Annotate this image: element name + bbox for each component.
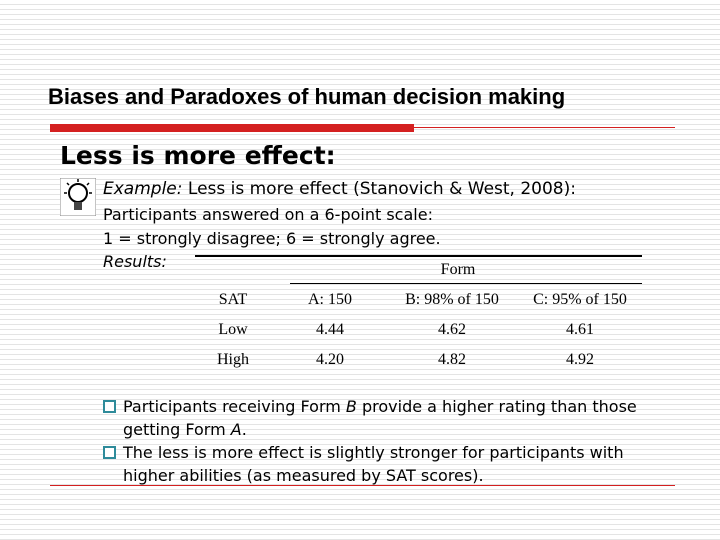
bullet: Participants receiving Form B provide a … [103, 395, 663, 441]
column-header: A: 150 [308, 291, 352, 308]
table-rule [195, 255, 642, 257]
table-cell: 4.44 [316, 321, 344, 338]
row-header: High [217, 351, 249, 368]
heading: Less is more effect: [60, 141, 336, 170]
table-cell: 4.62 [438, 321, 466, 338]
bullet-text: The less is more effect is slightly stro… [123, 443, 624, 485]
table-cell: 4.82 [438, 351, 466, 368]
title-rule [414, 127, 675, 128]
bullet-text: A [230, 420, 242, 439]
row-header: Low [218, 321, 248, 338]
bullet-marker [103, 400, 116, 413]
column-header: B: 98% of 150 [405, 291, 499, 308]
bullet-text: Participants receiving Form [123, 397, 346, 416]
lightbulb-icon [60, 178, 96, 216]
example-line: Example: Less is more effect (Stanovich … [103, 179, 576, 199]
table-cell: 4.61 [566, 321, 594, 338]
bullet-text: B [345, 397, 357, 416]
title-bar [50, 124, 414, 132]
bullet: The less is more effect is slightly stro… [103, 441, 663, 487]
table-rule [290, 283, 642, 284]
table-group-header: Form [440, 261, 476, 278]
text-line: 1 = strongly disagree; 6 = strongly agre… [103, 229, 441, 248]
example-text: Less is more effect (Stanovich & West, 2… [187, 179, 576, 199]
bullet-marker [103, 446, 116, 459]
example-label: Example: [103, 179, 183, 199]
results-label: Results: [103, 252, 167, 271]
slide-title: Biases and Paradoxes of human decision m… [48, 84, 566, 109]
column-header: SAT [218, 291, 248, 308]
text-line: Participants answered on a 6-point scale… [103, 205, 433, 224]
table-cell: 4.92 [566, 351, 594, 368]
bullet-list: Participants receiving Form B provide a … [103, 395, 663, 487]
bullet-text: provide a higher rating than those getti… [123, 397, 637, 439]
footer-rule [50, 485, 675, 486]
bullet-text: . [241, 420, 247, 439]
table-cell: 4.20 [316, 351, 344, 368]
column-header: C: 95% of 150 [533, 291, 627, 308]
